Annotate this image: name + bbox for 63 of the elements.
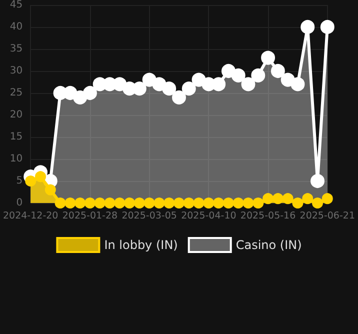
x-tick-label: 2025-06-21 bbox=[300, 210, 356, 222]
legend-label: In lobby (IN) bbox=[104, 238, 178, 252]
y-tick-label: 15 bbox=[10, 132, 23, 142]
x-tick-label: 2025-01-28 bbox=[62, 210, 118, 222]
point bbox=[320, 20, 334, 34]
point bbox=[124, 198, 136, 208]
point bbox=[212, 77, 226, 92]
point bbox=[222, 198, 234, 208]
point bbox=[84, 198, 96, 208]
point bbox=[272, 193, 284, 204]
point bbox=[261, 50, 276, 65]
x-tick-label: 2025-05-16 bbox=[240, 210, 296, 222]
y-tick-label: 20 bbox=[10, 110, 23, 120]
point bbox=[154, 198, 165, 208]
point bbox=[182, 82, 196, 96]
point bbox=[232, 198, 244, 208]
point bbox=[162, 82, 176, 96]
point bbox=[290, 77, 305, 92]
y-tick-label: 0 bbox=[16, 198, 23, 208]
point bbox=[270, 64, 285, 78]
x-tick-label: 2025-04-10 bbox=[181, 210, 236, 222]
point bbox=[174, 198, 184, 208]
point bbox=[74, 198, 86, 208]
point bbox=[172, 90, 186, 104]
point bbox=[310, 174, 324, 188]
point bbox=[300, 20, 315, 34]
point bbox=[44, 184, 56, 196]
point bbox=[164, 198, 175, 208]
point bbox=[193, 198, 204, 208]
point bbox=[231, 68, 246, 82]
point bbox=[54, 198, 66, 208]
point bbox=[251, 68, 266, 82]
point bbox=[64, 198, 76, 208]
point bbox=[312, 198, 323, 208]
y-tick-label: 40 bbox=[10, 22, 23, 32]
point bbox=[82, 86, 97, 100]
point bbox=[114, 198, 126, 208]
point bbox=[322, 193, 333, 204]
point bbox=[183, 198, 194, 208]
y-tick-label: 25 bbox=[10, 88, 23, 98]
point bbox=[35, 171, 46, 182]
x-tick-label: 2024-12-20 bbox=[2, 210, 58, 222]
point bbox=[203, 198, 214, 208]
point bbox=[144, 198, 155, 208]
legend-label: Casino (IN) bbox=[236, 238, 302, 252]
y-tick-label: 5 bbox=[16, 176, 23, 186]
point bbox=[282, 193, 294, 204]
x-tick-label: 2025-03-05 bbox=[122, 210, 177, 222]
point bbox=[252, 198, 264, 208]
y-tick-label: 10 bbox=[10, 154, 23, 164]
y-tick-label: 30 bbox=[10, 66, 23, 76]
point bbox=[94, 198, 106, 208]
point bbox=[25, 176, 36, 186]
point bbox=[292, 198, 304, 208]
point bbox=[242, 198, 254, 208]
point bbox=[104, 198, 116, 208]
point bbox=[213, 198, 224, 208]
point bbox=[262, 193, 274, 204]
point bbox=[302, 193, 314, 204]
point bbox=[134, 198, 145, 208]
point bbox=[241, 77, 256, 92]
y-tick-label: 35 bbox=[10, 44, 23, 54]
y-tick-label: 45 bbox=[10, 0, 23, 10]
